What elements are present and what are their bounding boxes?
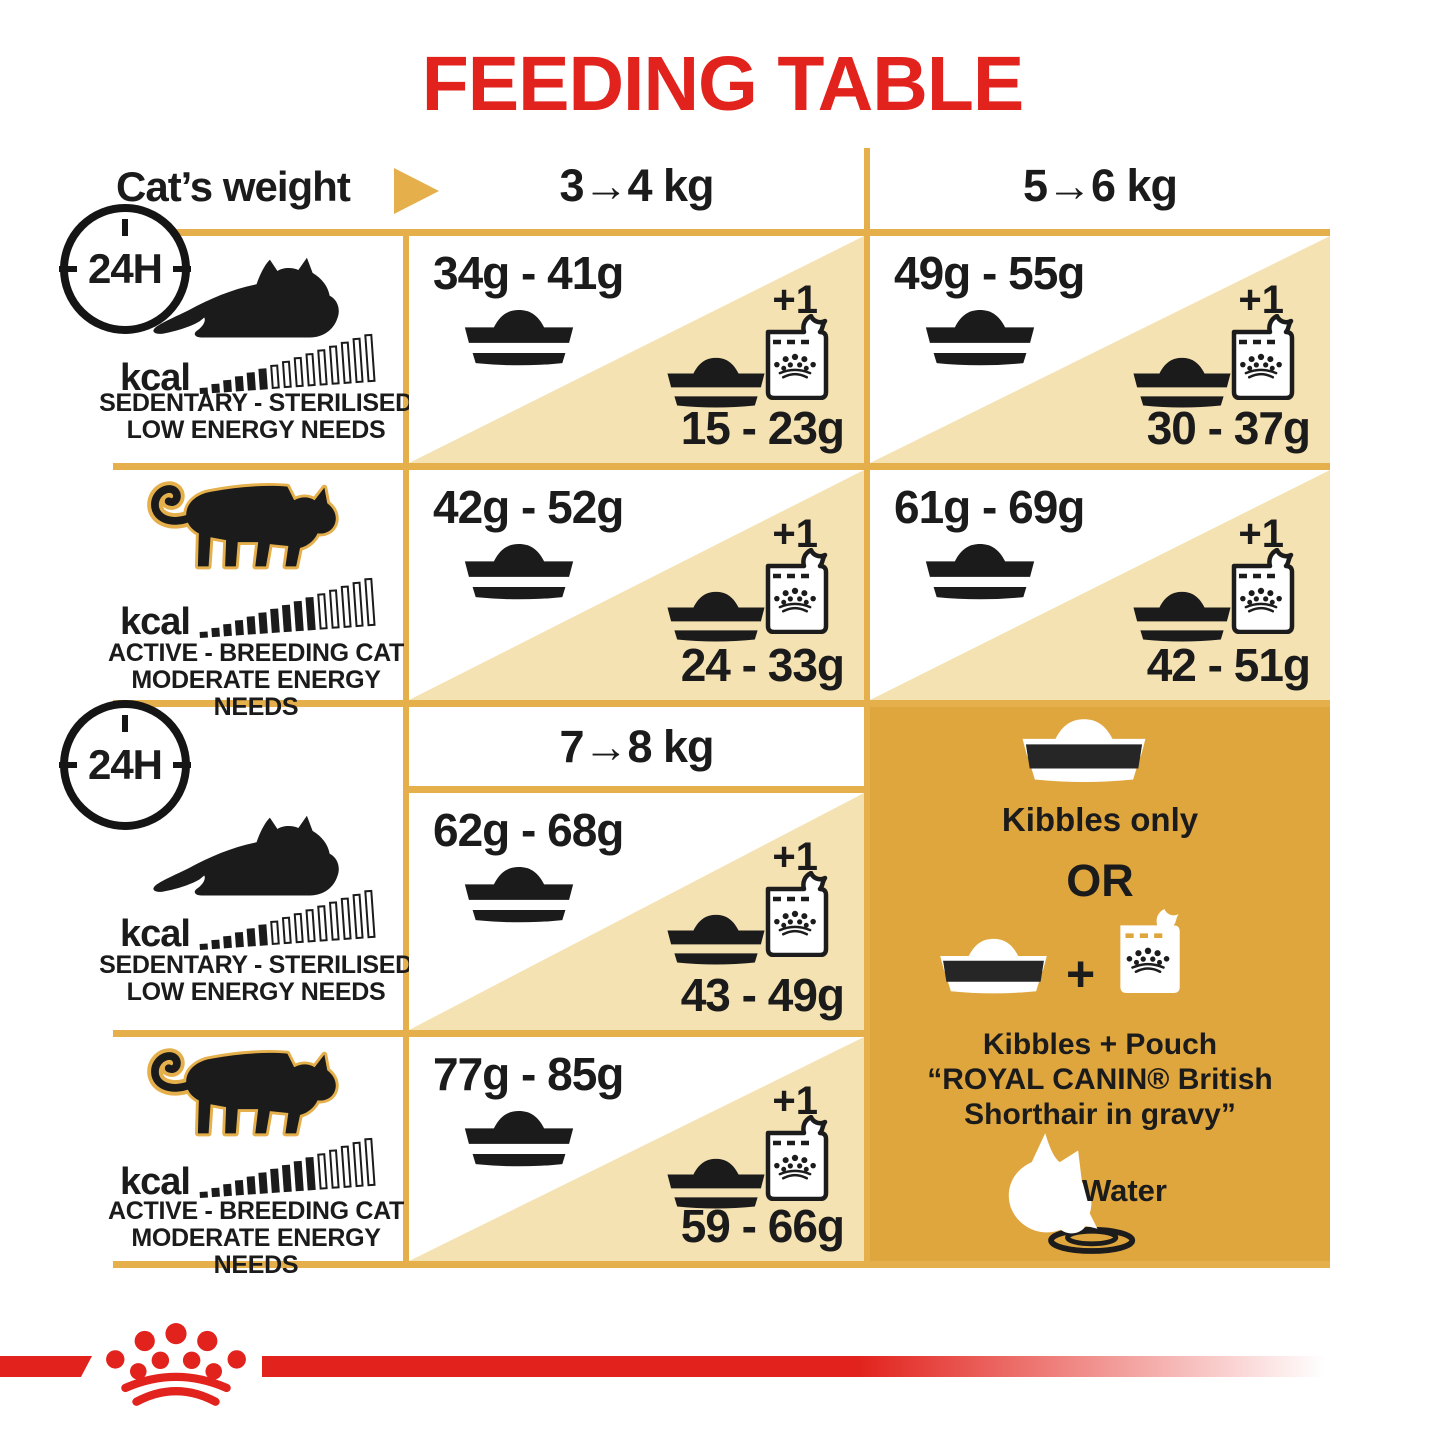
grid-line-col1 xyxy=(403,229,409,1268)
cell-sedentary-3-4kg: 34g - 41g +1 15 - 23g xyxy=(409,236,864,463)
wet-food-pouch-icon xyxy=(760,1115,830,1201)
plus-sign: + xyxy=(1066,946,1096,1002)
food-bowl-icon xyxy=(461,865,577,925)
kibbles-amount: 42g - 52g xyxy=(433,481,624,533)
walking-cat-icon xyxy=(145,1042,350,1149)
food-bowl-icon xyxy=(922,542,1038,602)
weight-column-5-6kg: 5→6 kg xyxy=(1022,160,1178,211)
wet-food-pouch-icon xyxy=(760,314,830,400)
cell-active-5-6kg: 61g - 69g +1 42 - 51g xyxy=(870,470,1330,700)
kibbles-amount: 61g - 69g xyxy=(894,481,1085,533)
kibbles-amount: 49g - 55g xyxy=(894,247,1085,299)
clock-tick xyxy=(122,715,128,732)
cell-sedentary-7-8kg: 62g - 68g +1 43 - 49g xyxy=(409,793,864,1030)
wet-food-pouch-icon xyxy=(760,871,830,957)
weight-arrow-icon xyxy=(394,168,439,214)
royal-canin-crown-logo xyxy=(96,1318,256,1410)
kcal-label: kcal xyxy=(120,600,191,643)
food-bowl-icon xyxy=(922,308,1038,368)
grid-line-row3-row4 xyxy=(113,1030,870,1037)
kibbles-only-label: Kibbles only xyxy=(1001,801,1199,838)
mixed-amount: 15 - 23g xyxy=(680,402,845,454)
kcal-meter-active: kcal xyxy=(120,1137,376,1203)
cats-weight-label: Cat’s weight xyxy=(116,163,351,210)
mixed-amount: 30 - 37g xyxy=(1146,402,1311,454)
food-bowl-icon xyxy=(461,1109,577,1169)
clock-dash-right xyxy=(173,266,191,272)
weight-column-3-4kg: 3→4 kg xyxy=(559,160,714,211)
cell-sedentary-5-6kg: 49g - 55g +1 30 - 37g xyxy=(870,236,1330,463)
food-bowl-icon xyxy=(1130,590,1234,644)
clock-label: 24H xyxy=(87,245,163,292)
wet-food-pouch-icon xyxy=(760,548,830,634)
or-label: OR xyxy=(1066,855,1134,906)
clock-dash-right xyxy=(173,762,191,768)
profile-label-sedentary: SEDENTARY - STERILISED LOW ENERGY NEEDS xyxy=(99,389,413,444)
24h-clock-icon: 24H xyxy=(59,700,191,830)
grid-line-top xyxy=(113,229,1330,236)
profile-label-active: ACTIVE - BREEDING CAT MODERATE ENERGY NE… xyxy=(107,639,405,721)
grid-line-row1-row2 xyxy=(113,463,1330,470)
food-bowl-icon xyxy=(461,542,577,602)
feeding-options-panel: Kibbles only OR + Kibbles + Pouch “ROYAL… xyxy=(870,707,1330,1261)
brand-band-left xyxy=(0,1356,92,1377)
kcal-label: kcal xyxy=(120,1160,191,1203)
kcal-label: kcal xyxy=(120,912,191,955)
walking-cat-icon xyxy=(145,475,350,582)
food-bowl-icon xyxy=(461,308,577,368)
profile-label-active: ACTIVE - BREEDING CAT MODERATE ENERGY NE… xyxy=(107,1197,405,1279)
food-bowl-icon xyxy=(936,937,1051,996)
grid-line-section xyxy=(113,700,1330,707)
wet-food-pouch-icon xyxy=(1112,907,1184,995)
mixed-amount: 59 - 66g xyxy=(680,1200,845,1252)
kcal-bars-icon xyxy=(197,577,376,638)
kcal-meter-sedentary: kcal xyxy=(120,889,376,955)
cell-active-3-4kg: 42g - 52g +1 24 - 33g xyxy=(409,470,864,700)
food-bowl-icon xyxy=(1018,717,1150,785)
profile-label-sedentary: SEDENTARY - STERILISED LOW ENERGY NEEDS xyxy=(99,951,413,1006)
kcal-meter-active: kcal xyxy=(120,577,376,643)
kcal-label: kcal xyxy=(120,356,191,399)
clock-label: 24H xyxy=(87,741,163,788)
kibbles-amount: 77g - 85g xyxy=(433,1048,624,1100)
cell-active-7-8kg: 77g - 85g +1 59 - 66g xyxy=(409,1037,864,1261)
24h-clock-icon: 24H xyxy=(59,204,191,334)
mixed-amount: 42 - 51g xyxy=(1146,639,1311,691)
water-label: Water xyxy=(1082,1173,1167,1208)
clock-dash-left xyxy=(59,762,77,768)
food-bowl-icon xyxy=(664,590,768,644)
mixed-feeding-caption: Kibbles + Pouch “ROYAL CANIN® British Sh… xyxy=(927,1028,1273,1131)
mixed-amount: 43 - 49g xyxy=(680,969,845,1021)
grid-line-col2 xyxy=(864,148,870,1268)
clock-tick xyxy=(122,219,128,236)
weight-column-7-8kg: 7→8 kg xyxy=(409,707,864,786)
kibbles-amount: 62g - 68g xyxy=(433,804,624,856)
mixed-amount: 24 - 33g xyxy=(680,639,845,691)
wet-food-pouch-icon xyxy=(1226,548,1296,634)
clock-dash-left xyxy=(59,266,77,272)
lying-cat-icon xyxy=(148,810,348,905)
wet-food-pouch-icon xyxy=(1226,314,1296,400)
kibbles-amount: 34g - 41g xyxy=(433,247,624,299)
grid-line-under-7-8kg xyxy=(403,786,870,793)
food-bowl-icon xyxy=(664,913,768,967)
page-title: FEEDING TABLE xyxy=(421,41,1025,127)
kcal-meter-sedentary: kcal xyxy=(120,333,376,399)
grid-line-bottom xyxy=(113,1261,1330,1268)
brand-band-right xyxy=(262,1356,1347,1377)
